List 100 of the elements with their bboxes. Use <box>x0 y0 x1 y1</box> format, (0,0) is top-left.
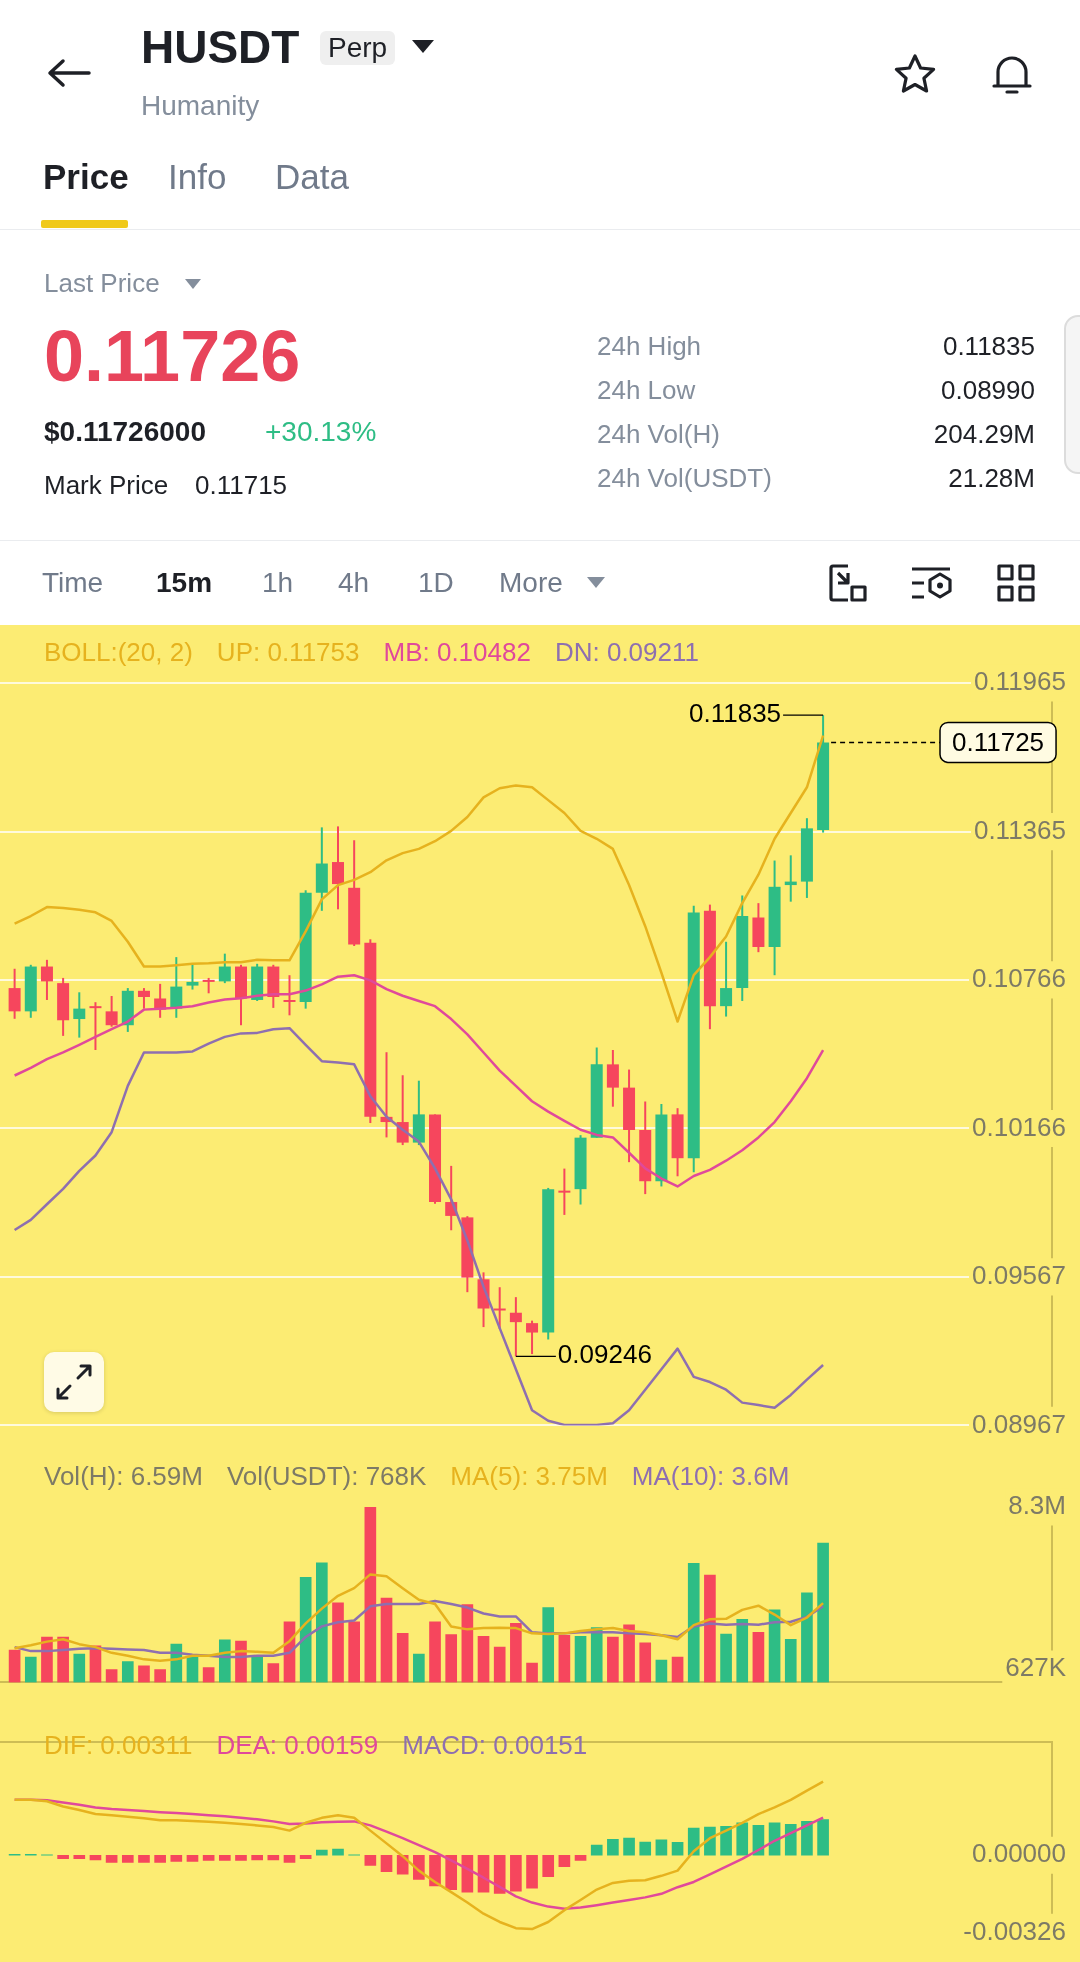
text: 0.11835 <box>942 331 1035 363</box>
bar <box>493 1854 506 1894</box>
bar <box>639 1642 652 1683</box>
bar <box>396 1633 409 1683</box>
bar <box>380 1854 393 1872</box>
y-tick-label: 8.3M <box>1008 1490 1066 1521</box>
candlestick <box>89 1001 102 1051</box>
y-tick-label: 0.00000 <box>972 1838 1066 1869</box>
bar <box>526 1662 538 1683</box>
text: 204.29M <box>933 419 1035 451</box>
bar <box>24 1656 37 1683</box>
bar <box>251 1656 263 1683</box>
text: UP: 0.11753 <box>216 636 360 668</box>
y-tick-label: 0.08967 <box>972 1408 1066 1439</box>
bar <box>671 1842 684 1856</box>
bar <box>299 1854 312 1860</box>
y-tick-label: 627K <box>1005 1652 1067 1683</box>
bar <box>202 1667 215 1683</box>
bar <box>429 1854 441 1887</box>
bar <box>316 1562 328 1683</box>
bar <box>154 1669 166 1683</box>
bar <box>542 1607 555 1683</box>
bar <box>73 1653 86 1683</box>
y-tick-label: 0.10166 <box>972 1111 1066 1142</box>
bar <box>558 1854 571 1867</box>
bar <box>218 1639 231 1683</box>
bar <box>267 1854 280 1861</box>
bar <box>73 1854 86 1860</box>
text: 24h Vol(H) <box>597 419 720 451</box>
chart-subtitle: Vol(USDT): 768K <box>226 1460 427 1492</box>
candlestick <box>218 952 231 985</box>
bar <box>542 1854 555 1878</box>
bar <box>801 1821 813 1856</box>
bar <box>186 1656 199 1683</box>
bar <box>170 1854 183 1862</box>
text: Mark Price <box>44 470 169 502</box>
bar <box>235 1854 247 1861</box>
ref-line-label: 0.11725 <box>952 726 1045 757</box>
text: 4h <box>338 566 370 600</box>
bar <box>445 1634 458 1683</box>
bar <box>574 1636 587 1683</box>
y-tick-label: 0.11365 <box>973 814 1066 845</box>
text: MA(5): 3.75M <box>450 1460 608 1492</box>
text: $0.11726000 <box>44 415 206 449</box>
bar <box>510 1623 522 1683</box>
bar <box>493 1646 506 1683</box>
bar <box>186 1854 199 1862</box>
bar <box>784 1638 797 1683</box>
candlestick <box>332 825 344 911</box>
bar <box>687 1562 700 1683</box>
candlestick <box>606 1048 619 1108</box>
chart-title: HUSDT <box>141 20 300 76</box>
text: MA(10): 3.6M <box>631 1460 790 1492</box>
chart-subtitle: Humanity <box>141 89 260 123</box>
candlestick <box>8 967 21 1020</box>
bar <box>736 1822 749 1856</box>
text: Last Price <box>44 268 160 300</box>
bar <box>801 1592 813 1683</box>
bar <box>671 1656 684 1683</box>
bar <box>445 1854 458 1890</box>
text: 24h High <box>597 331 702 363</box>
candlestick <box>73 991 86 1039</box>
candlestick <box>509 1296 522 1358</box>
bar <box>316 1849 328 1856</box>
bar <box>817 1819 829 1856</box>
text: 1h <box>262 566 294 600</box>
bar <box>704 1574 716 1683</box>
text: 1D <box>418 566 454 600</box>
text: 0.11726 <box>44 314 301 398</box>
bar <box>105 1854 118 1863</box>
bar <box>477 1636 490 1683</box>
candlestick <box>186 963 199 991</box>
bar <box>655 1839 668 1856</box>
text: DEA: 0.00159 <box>216 1729 379 1761</box>
text: 24h Low <box>597 375 696 407</box>
bar <box>623 1624 635 1683</box>
annotation: 0.11835 <box>689 698 782 729</box>
text: 0.11715 <box>195 470 288 502</box>
text: Info <box>168 156 227 198</box>
bar <box>607 1636 619 1683</box>
bar <box>218 1854 231 1861</box>
candlestick <box>105 995 118 1028</box>
bar <box>510 1854 522 1892</box>
bar <box>558 1634 571 1683</box>
bar <box>607 1839 619 1856</box>
y-tick-label: 0.10766 <box>972 963 1066 994</box>
text: Time <box>42 566 104 600</box>
text: DN: 0.09211 <box>554 636 699 668</box>
bar <box>138 1854 150 1863</box>
candlestick <box>720 940 733 1018</box>
bar <box>720 1826 732 1856</box>
y-tick-label: -0.00326 <box>963 1915 1066 1946</box>
bar <box>332 1602 344 1683</box>
bar <box>736 1618 749 1683</box>
bar <box>720 1633 732 1683</box>
bar <box>57 1854 69 1860</box>
bar <box>639 1841 652 1856</box>
bar <box>267 1663 280 1683</box>
annotation: 0.09246 <box>557 1339 652 1370</box>
bar <box>121 1661 134 1683</box>
